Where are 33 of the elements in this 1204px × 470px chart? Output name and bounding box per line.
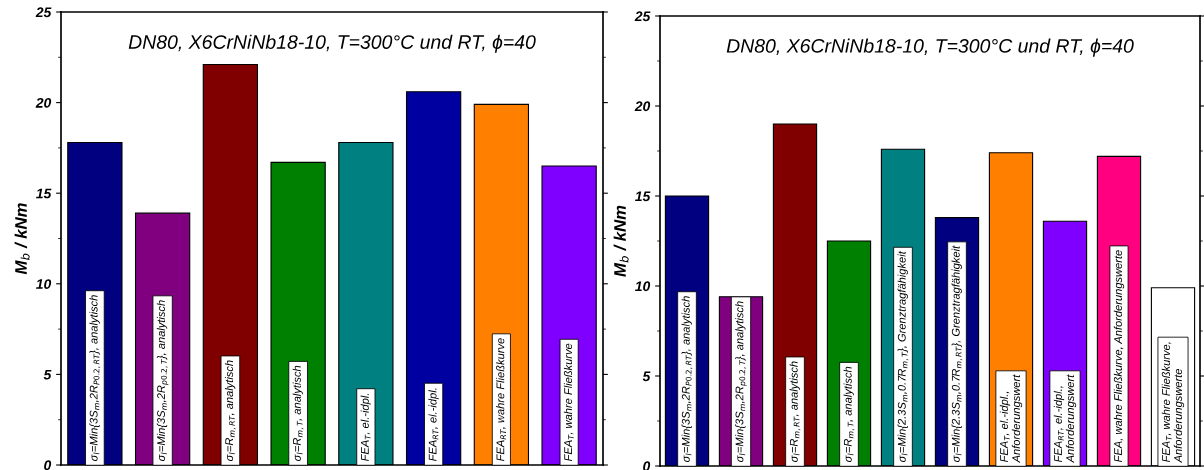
x-tick-label: σ$_{l}$=Min{2.3S$_{m}$,0.7R$_{m,T}$}, Grenztragfähigkeit xyxy=(897,250,909,463)
x-tick-label: σ$_{l}$=Min{3S$_{m}$,2R$_{P0.2,RT}$}, analytisch xyxy=(681,296,693,463)
x-tick-label: FEA, wahre Fließkurve, Anforderungswerte xyxy=(1113,250,1125,463)
x-tick-label: FEA$_{RT}$, wahre Fließkurve xyxy=(496,338,507,462)
y-axis-title: M$_{b}$ / kNm xyxy=(14,203,30,275)
x-tick-label: σ$_{l}$=R$_{m,RT}$, analytisch xyxy=(789,361,801,463)
text: DN80, X6CrNiNb18-10, T=300°C und RT, ϕ=40 xyxy=(128,34,536,53)
y-tick-label: 5 xyxy=(642,371,651,382)
x-tick-label: σ$_{l}$=R$_{m,RT}$, analytisch xyxy=(224,360,236,462)
x-tick-label: FEA$_{RT}$, el.-idpl., Anforderungswert xyxy=(1053,374,1077,463)
y-tick-label: 15 xyxy=(36,188,52,199)
x-tick-label: σ$_{l}$=Min{3S$_{m}$,2R$_{p0.2,T}$}, analytisch xyxy=(156,300,169,462)
y-tick-label: 5 xyxy=(43,369,52,380)
text: DN80, X6CrNiNb18-10, T=300°C und RT, ϕ=40 xyxy=(726,38,1134,57)
y-axis-title: M$_{b}$ / kNm xyxy=(613,205,629,277)
x-tick-label: FEA$_{T}$, el.-idpl. xyxy=(360,393,372,462)
y-tick-label: 15 xyxy=(635,191,651,202)
y-tick-label: 20 xyxy=(634,101,651,112)
y-tick-label: 25 xyxy=(634,11,651,22)
y-tick-label: 10 xyxy=(635,281,651,292)
x-tick-label: FEA$_{RT}$, el.-idpl. xyxy=(428,388,439,462)
x-tick-label: FEA$_{T}$, wahre Fließkurve xyxy=(563,343,574,462)
y-tick-label: 0 xyxy=(44,460,52,470)
x-tick-label: FEA$_{T}$, el.-idpl., Anforderungswert xyxy=(999,374,1023,463)
x-tick-label: σ$_{l}$=R$_{m,T}$, analytisch xyxy=(292,365,304,462)
x-tick-label: σ$_{l}$=Min{3S$_{m}$,2R$_{P0.2,RT}$}, analytisch xyxy=(89,295,101,462)
y-tick-label: 20 xyxy=(35,97,52,108)
y-tick-label: 10 xyxy=(36,279,52,289)
x-tick-label: σ$_{l}$=Min{3S$_{m}$,2R$_{p0.2,T}$}, analytisch xyxy=(735,301,747,463)
y-tick-label: 25 xyxy=(35,7,52,18)
x-tick-label: σ$_{l}$=R$_{m,T}$, analytisch xyxy=(843,366,855,463)
x-tick-label: σ$_{l}$=Min{2.3S$_{m}$,0.7R$_{m,RT}$}, Grenztragfähigkeit xyxy=(951,245,963,463)
x-tick-label: FEA$_{T}$, wahre Fließkurve, Anforderungswerte xyxy=(1161,342,1185,463)
